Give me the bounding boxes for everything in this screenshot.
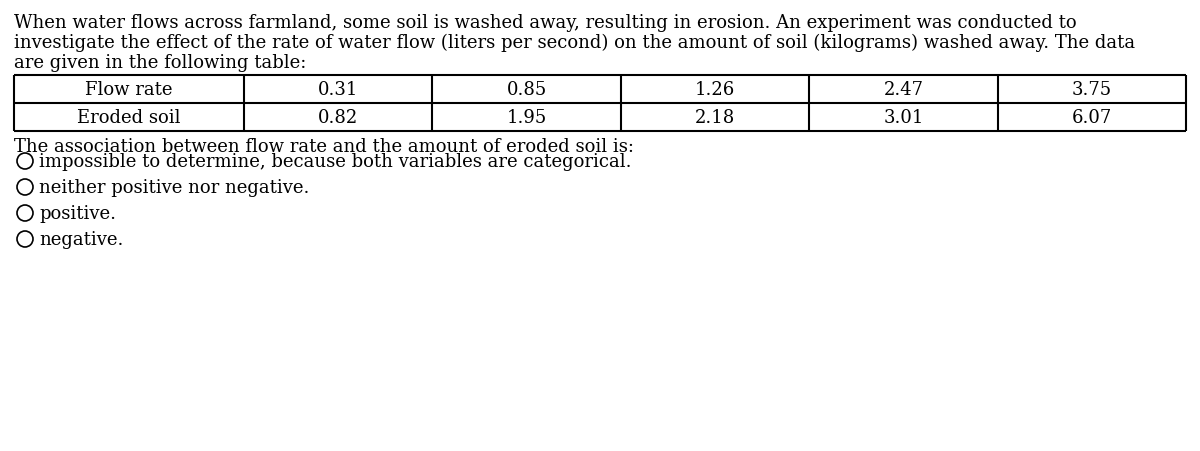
- Text: positive.: positive.: [38, 205, 116, 222]
- Text: 0.85: 0.85: [506, 81, 547, 99]
- Text: Eroded soil: Eroded soil: [77, 109, 181, 127]
- Text: impossible to determine, because both variables are categorical.: impossible to determine, because both va…: [38, 152, 631, 170]
- Text: 2.47: 2.47: [883, 81, 924, 99]
- Text: 3.75: 3.75: [1072, 81, 1112, 99]
- Text: are given in the following table:: are given in the following table:: [14, 54, 306, 72]
- Text: 3.01: 3.01: [883, 109, 924, 127]
- Text: 1.26: 1.26: [695, 81, 736, 99]
- Text: negative.: negative.: [38, 230, 124, 249]
- Text: 6.07: 6.07: [1072, 109, 1112, 127]
- Text: neither positive nor negative.: neither positive nor negative.: [38, 179, 310, 197]
- Text: 1.95: 1.95: [506, 109, 547, 127]
- Text: 0.82: 0.82: [318, 109, 359, 127]
- Text: 0.31: 0.31: [318, 81, 359, 99]
- Text: Flow rate: Flow rate: [85, 81, 173, 99]
- Text: 2.18: 2.18: [695, 109, 736, 127]
- Text: When water flows across farmland, some soil is washed away, resulting in erosion: When water flows across farmland, some s…: [14, 14, 1076, 32]
- Text: The association between flow rate and the amount of eroded soil is:: The association between flow rate and th…: [14, 138, 634, 156]
- Text: investigate the effect of the rate of water flow (liters per second) on the amou: investigate the effect of the rate of wa…: [14, 34, 1135, 52]
